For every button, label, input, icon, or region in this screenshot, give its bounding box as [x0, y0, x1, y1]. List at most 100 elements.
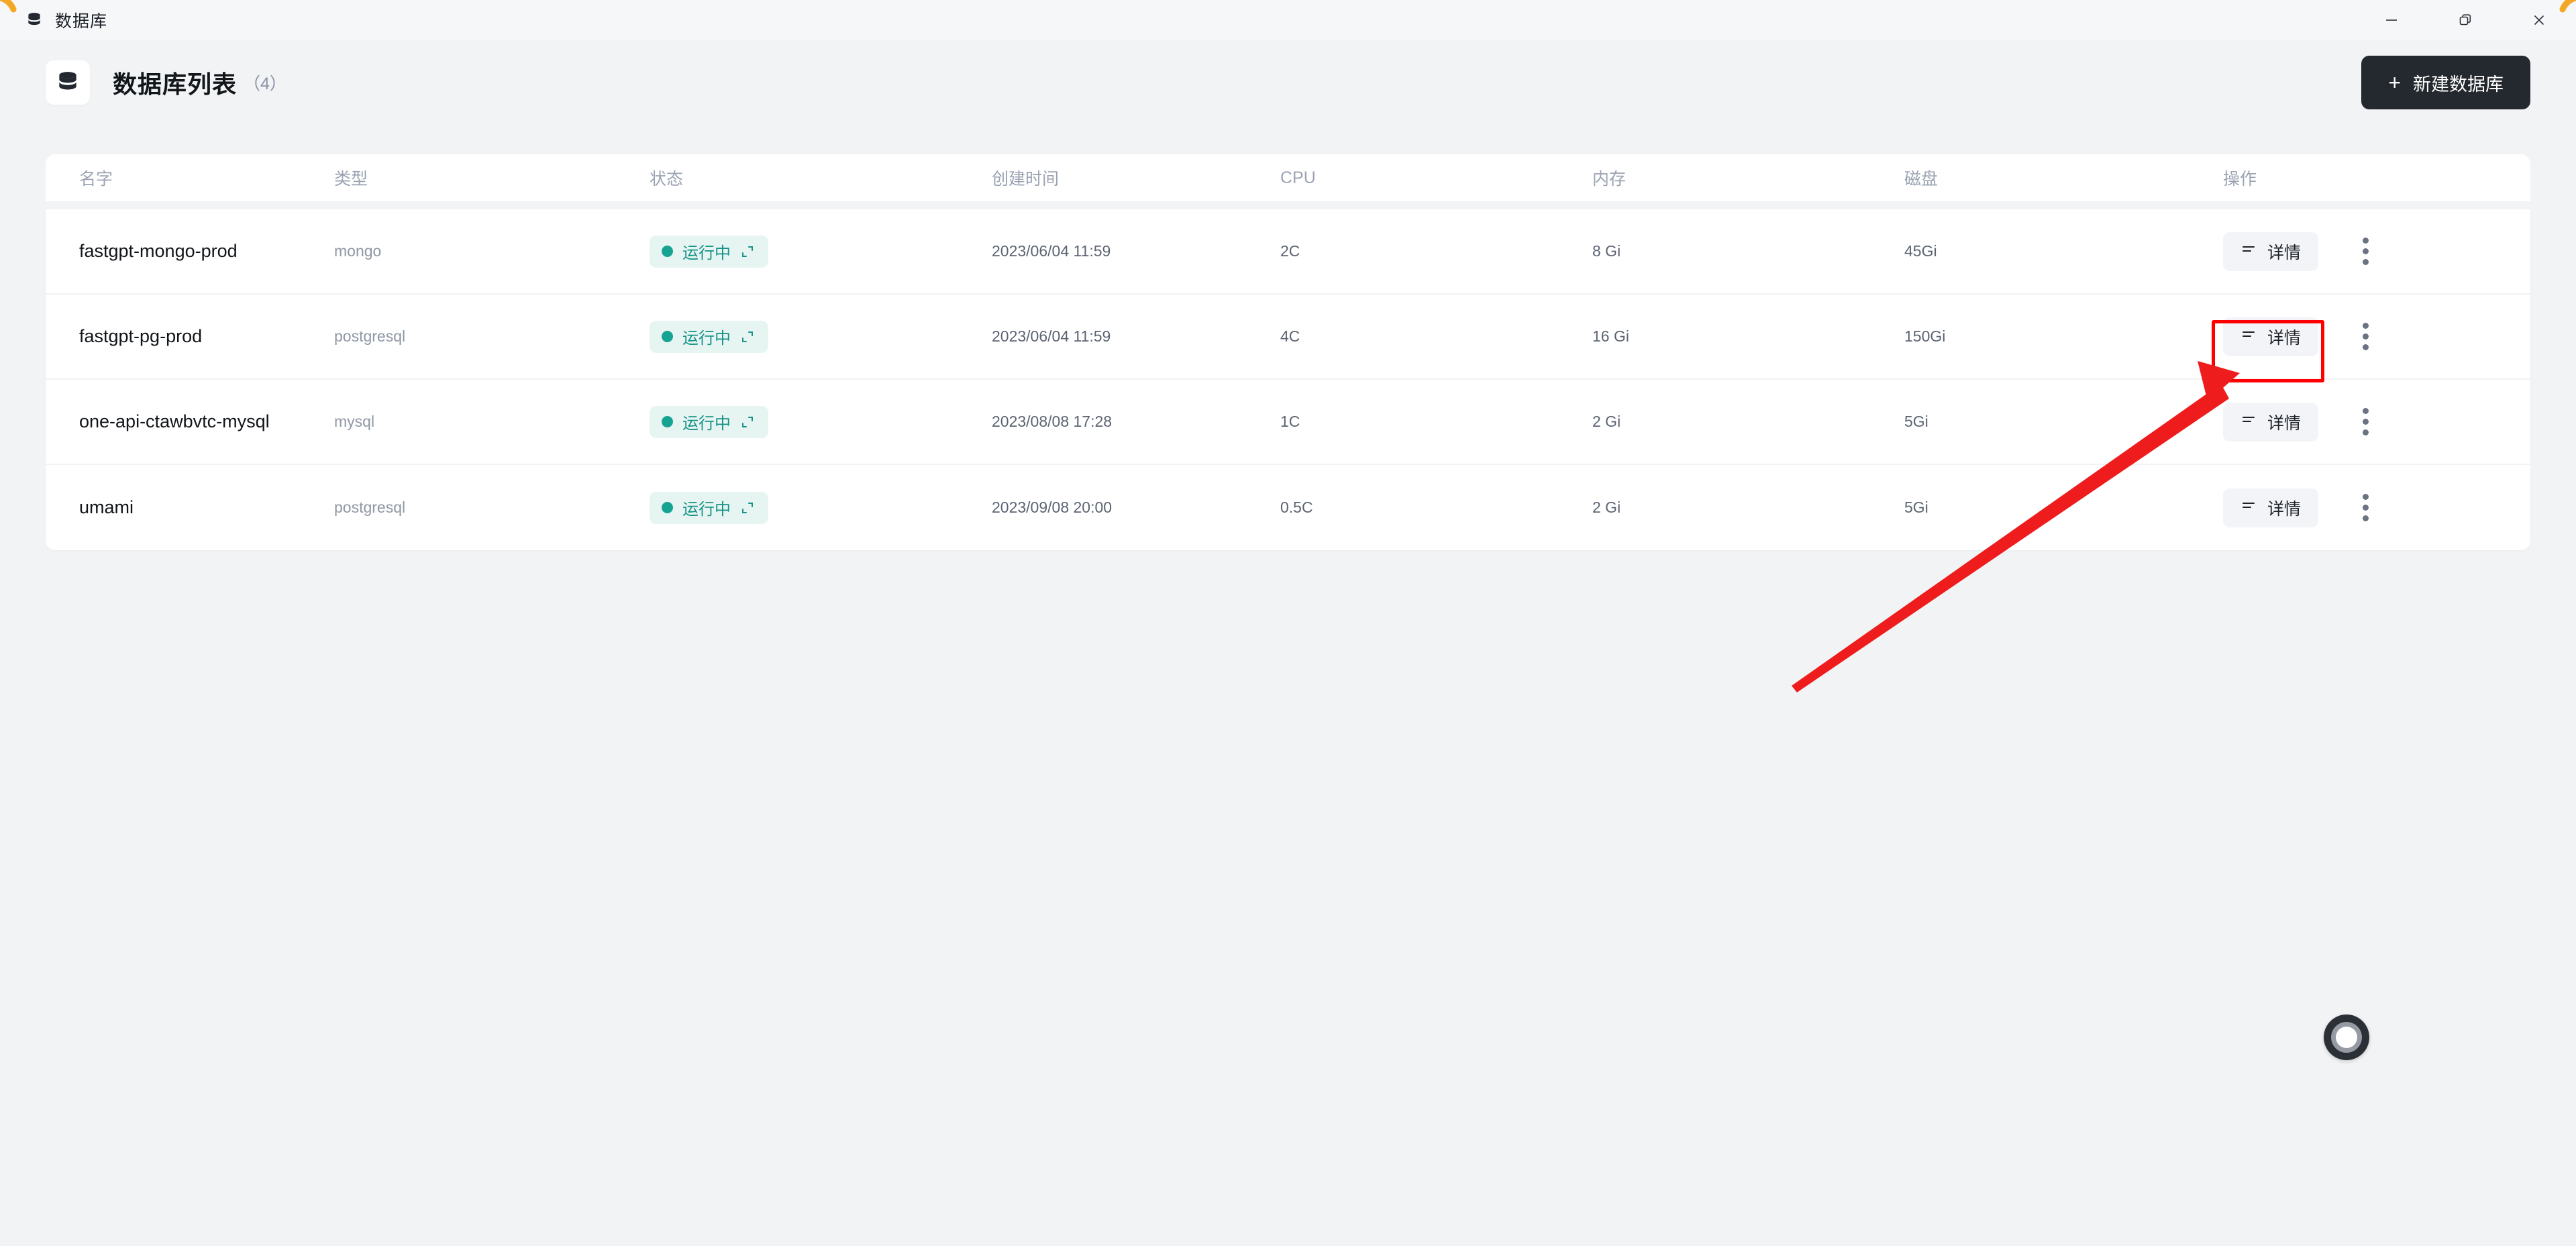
window-titlebar: 数据库 [0, 0, 2576, 40]
cell-cpu: 1C [1280, 413, 1300, 430]
cell-status: 运行中 [650, 320, 992, 353]
cell-actions: 详情 [2216, 488, 2530, 527]
detail-button-label: 详情 [2267, 328, 2302, 348]
status-dot-icon [662, 246, 673, 257]
column-header-disk: 磁盘 [1904, 170, 1939, 189]
list-lines-icon [2240, 411, 2257, 432]
plus-icon: + [2388, 70, 2401, 95]
detail-button-highlighted[interactable]: 详情 [2223, 317, 2319, 356]
database-table: 名字 类型 状态 创建时间 CPU 内存 磁盘 操作 fastgpt-mongo… [46, 154, 2530, 550]
cell-disk: 5Gi [1904, 413, 1928, 430]
detail-button-label: 详情 [2267, 413, 2302, 433]
cursor-indicator-mid [2331, 1022, 2362, 1053]
cell-disk: 45Gi [1904, 242, 1937, 260]
detail-button[interactable]: 详情 [2223, 402, 2319, 442]
status-badge-label: 运行中 [682, 244, 731, 262]
cursor-indicator-core [2336, 1027, 2357, 1048]
column-header-cpu: CPU [1280, 168, 1316, 187]
list-lines-icon [2240, 326, 2257, 347]
cell-name: fastgpt-pg-prod [79, 326, 203, 346]
cell-type: mysql [334, 413, 375, 430]
cell-cpu: 0.5C [1280, 499, 1313, 516]
new-database-button[interactable]: + 新建数据库 [2361, 56, 2530, 109]
cell-type: mongo [334, 242, 382, 260]
page-title: 数据库列表 [113, 70, 238, 98]
titlebar-left-group: 数据库 [0, 8, 107, 32]
cell-type: postgresql [334, 327, 406, 345]
detail-button-label: 详情 [2267, 243, 2302, 262]
cell-disk: 150Gi [1904, 327, 1946, 345]
cell-memory: 16 Gi [1592, 327, 1629, 345]
cell-status: 运行中 [650, 235, 992, 268]
expand-icon[interactable] [740, 244, 755, 259]
detail-button[interactable]: 详情 [2223, 231, 2319, 271]
window-controls [2355, 0, 2576, 40]
expand-icon[interactable] [740, 501, 755, 515]
cell-status: 运行中 [650, 491, 992, 524]
column-header-action: 操作 [2223, 170, 2257, 189]
row-actions: 详情 [2223, 231, 2530, 271]
list-lines-icon [2240, 497, 2257, 518]
page-title-count: （4） [244, 74, 287, 93]
cell-created-time: 2023/06/04 11:59 [992, 327, 1111, 345]
table-header-row: 名字 类型 状态 创建时间 CPU 内存 磁盘 操作 [46, 154, 2530, 201]
cell-actions: 详情 [2216, 231, 2530, 271]
column-header-type: 类型 [334, 170, 368, 189]
database-header-icon [46, 60, 90, 105]
cell-memory: 8 Gi [1592, 242, 1621, 260]
cell-name: one-api-ctawbvtc-mysql [79, 411, 270, 431]
status-badge-label: 运行中 [682, 329, 731, 348]
page-header: 数据库列表 （4） + 新建数据库 [0, 52, 2576, 113]
minimize-icon[interactable] [2355, 0, 2428, 40]
status-badge[interactable]: 运行中 [650, 405, 768, 438]
status-badge[interactable]: 运行中 [650, 320, 768, 353]
row-more-menu-icon[interactable] [2347, 403, 2384, 441]
cell-created-time: 2023/08/08 17:28 [992, 413, 1113, 430]
status-badge-label: 运行中 [682, 415, 731, 433]
cell-status: 运行中 [650, 405, 992, 438]
list-lines-icon [2240, 241, 2257, 262]
row-more-menu-icon[interactable] [2347, 233, 2384, 270]
database-icon [25, 11, 43, 29]
row-actions: 详情 [2223, 488, 2530, 527]
cell-actions: 详情 [2216, 317, 2530, 356]
column-header-status: 状态 [650, 170, 684, 189]
cell-memory: 2 Gi [1592, 413, 1621, 430]
detail-button-label: 详情 [2267, 499, 2302, 519]
cell-memory: 2 Gi [1592, 499, 1621, 516]
restore-icon[interactable] [2428, 0, 2502, 40]
table-row[interactable]: one-api-ctawbvtc-mysql mysql 运行中 2023/08… [46, 380, 2530, 465]
table-row[interactable]: umami postgresql 运行中 2023/09/08 20:00 0.… [46, 465, 2530, 550]
row-actions: 详情 [2223, 402, 2530, 442]
column-header-time: 创建时间 [992, 170, 1060, 189]
table-row[interactable]: fastgpt-mongo-prod mongo 运行中 2023/06/04 … [46, 209, 2530, 295]
cell-cpu: 2C [1280, 242, 1300, 260]
expand-icon[interactable] [740, 415, 755, 429]
status-badge-label: 运行中 [682, 501, 731, 519]
expand-icon[interactable] [740, 329, 755, 344]
table-body: fastgpt-mongo-prod mongo 运行中 2023/06/04 … [46, 209, 2530, 550]
column-header-name: 名字 [79, 170, 113, 189]
cell-name: fastgpt-mongo-prod [79, 241, 238, 261]
window-title: 数据库 [55, 12, 108, 31]
cell-type: postgresql [334, 499, 406, 516]
cell-disk: 5Gi [1904, 499, 1928, 516]
cell-name: umami [79, 497, 134, 517]
cursor-indicator [2324, 1015, 2369, 1060]
new-database-button-label: 新建数据库 [2413, 74, 2504, 95]
detail-button[interactable]: 详情 [2223, 488, 2319, 527]
status-badge[interactable]: 运行中 [650, 235, 768, 268]
status-dot-icon [662, 416, 673, 427]
row-more-menu-icon[interactable] [2347, 318, 2384, 356]
status-badge[interactable]: 运行中 [650, 491, 768, 524]
row-actions: 详情 [2223, 317, 2530, 356]
row-more-menu-icon[interactable] [2347, 489, 2384, 527]
table-row[interactable]: fastgpt-pg-prod postgresql 运行中 2023/06/0… [46, 295, 2530, 380]
status-dot-icon [662, 331, 673, 342]
close-icon[interactable] [2502, 0, 2576, 40]
cell-actions: 详情 [2216, 402, 2530, 442]
cell-created-time: 2023/09/08 20:00 [992, 499, 1113, 516]
cell-created-time: 2023/06/04 11:59 [992, 242, 1111, 260]
status-dot-icon [662, 502, 673, 513]
column-header-memory: 内存 [1592, 170, 1627, 189]
